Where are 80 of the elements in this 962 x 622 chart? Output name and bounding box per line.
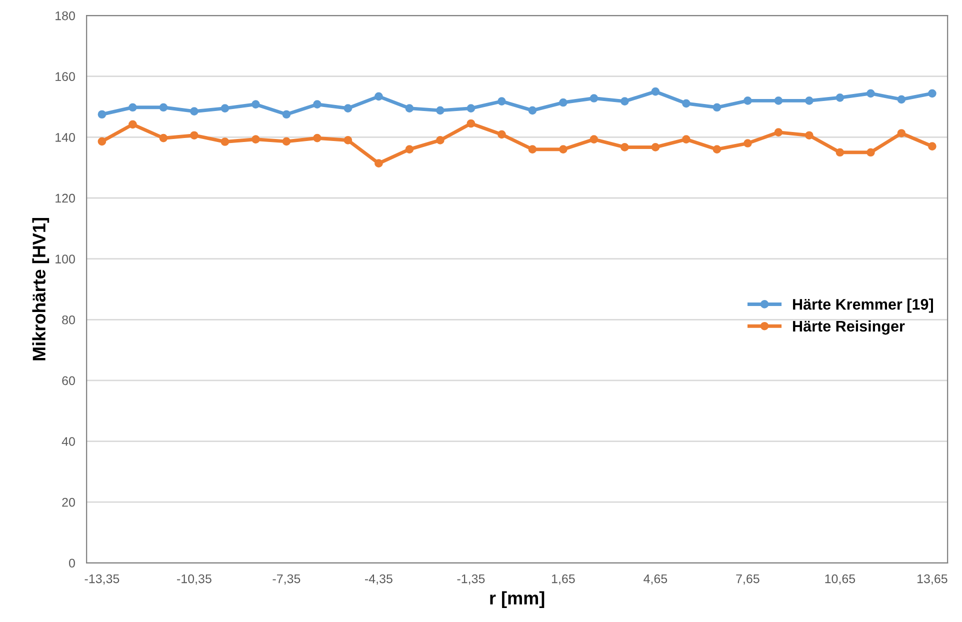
point bbox=[651, 87, 660, 96]
y-tick-label: 180 bbox=[56, 11, 75, 20]
point bbox=[559, 98, 568, 107]
point bbox=[344, 104, 352, 112]
point bbox=[682, 99, 690, 108]
y-tick-label: 120 bbox=[56, 194, 75, 203]
point bbox=[590, 94, 598, 102]
point bbox=[866, 89, 875, 98]
point bbox=[190, 131, 198, 140]
point bbox=[836, 148, 844, 157]
point bbox=[282, 137, 291, 146]
y-tick-label: 0 bbox=[69, 558, 75, 568]
point bbox=[928, 142, 936, 150]
point bbox=[559, 145, 568, 154]
point bbox=[620, 97, 629, 106]
x-tick-label: 13,65 bbox=[918, 574, 948, 585]
point bbox=[528, 145, 537, 154]
x-tick-label: -1,35 bbox=[457, 574, 485, 585]
point bbox=[128, 103, 137, 112]
point bbox=[405, 104, 414, 112]
point bbox=[344, 136, 352, 144]
point bbox=[159, 134, 168, 142]
point bbox=[252, 135, 260, 144]
point bbox=[405, 145, 414, 154]
point bbox=[744, 139, 752, 148]
y-tick-label: 20 bbox=[62, 498, 75, 507]
point bbox=[159, 103, 168, 112]
point bbox=[466, 104, 476, 112]
point bbox=[374, 159, 383, 168]
point bbox=[313, 100, 322, 109]
legend-label: Härte Kremmer [19] bbox=[793, 298, 933, 313]
point bbox=[282, 110, 291, 119]
x-tick-label: -13,35 bbox=[84, 574, 120, 585]
y-tick-label: 40 bbox=[62, 437, 75, 446]
y-tick-label: 100 bbox=[56, 254, 75, 264]
point bbox=[436, 106, 444, 115]
y-tick-label: 80 bbox=[62, 315, 75, 324]
point bbox=[774, 128, 783, 136]
y-axis-title: Mikrohärte [HV1] bbox=[32, 218, 50, 360]
point bbox=[651, 143, 660, 152]
x-tick-label: 7,65 bbox=[736, 574, 760, 585]
point bbox=[466, 119, 476, 128]
point bbox=[374, 92, 383, 101]
x-axis-title: r [mm] bbox=[490, 591, 544, 608]
point bbox=[805, 131, 814, 140]
x-tick-label: 4,65 bbox=[644, 574, 668, 585]
point bbox=[805, 96, 814, 105]
point bbox=[682, 135, 690, 144]
point bbox=[897, 95, 906, 104]
point bbox=[774, 96, 783, 105]
point bbox=[620, 143, 629, 152]
point bbox=[98, 110, 106, 119]
point bbox=[866, 148, 875, 157]
x-tick-label: 1,65 bbox=[552, 574, 575, 585]
legend-label: Härte Reisinger bbox=[793, 320, 905, 335]
point bbox=[498, 130, 506, 139]
y-tick-label: 140 bbox=[56, 132, 75, 142]
point bbox=[744, 96, 752, 105]
point bbox=[836, 93, 844, 102]
point bbox=[897, 129, 906, 138]
x-tick-label: -10,35 bbox=[177, 574, 212, 585]
point bbox=[128, 120, 137, 129]
point bbox=[220, 138, 230, 146]
point bbox=[252, 100, 260, 109]
x-tick-label: 10,65 bbox=[825, 574, 856, 585]
point bbox=[220, 104, 230, 112]
y-tick-label: 160 bbox=[56, 72, 75, 82]
point bbox=[712, 103, 722, 112]
point bbox=[190, 107, 198, 116]
point bbox=[928, 89, 936, 98]
y-tick-label: 60 bbox=[62, 376, 75, 386]
point bbox=[712, 145, 722, 154]
point bbox=[313, 134, 322, 142]
x-tick-label: -7,35 bbox=[272, 574, 300, 585]
point bbox=[436, 136, 444, 144]
point bbox=[498, 97, 506, 106]
point bbox=[528, 106, 537, 115]
point bbox=[98, 137, 106, 146]
x-tick-label: -4,35 bbox=[365, 574, 392, 585]
point bbox=[590, 135, 598, 144]
